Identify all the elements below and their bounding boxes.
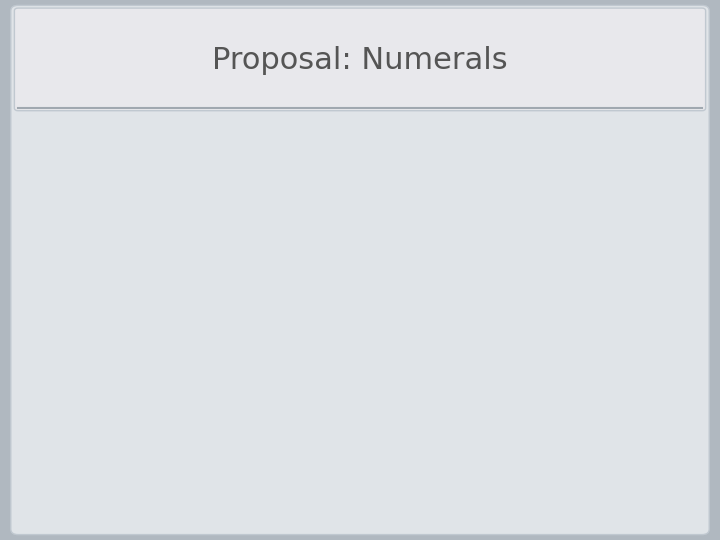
Text: $J$: $J$ [175, 263, 185, 285]
Text: …: … [521, 302, 540, 321]
Bar [115, 293, 245, 331]
Text: …: … [521, 341, 540, 360]
Text: Proposal: Numerals: Proposal: Numerals [212, 46, 508, 75]
Text: assignment-level cardinality conditions on the values of a dref,: assignment-level cardinality conditions … [78, 158, 668, 177]
Bar [115, 255, 245, 293]
Text: …: … [521, 265, 540, 284]
Bar [475, 255, 585, 293]
Text: which apply distributively for each assignment in an info state.: which apply distributively for each assi… [78, 179, 670, 199]
Text: Numerals and cardinality modifier (e.g.: Numerals and cardinality modifier (e.g. [78, 136, 452, 154]
Text: ) introduce: ) introduce [293, 136, 395, 154]
Bar [115, 331, 245, 369]
Text: several: several [265, 136, 333, 154]
Text: $x_2\ \not\!\!x_4\ \not\!\!x_5$: $x_2\ \not\!\!x_4\ \not\!\!x_5$ [330, 340, 390, 361]
Text: $u$: $u$ [354, 265, 366, 284]
Bar [245, 293, 475, 331]
Text: $j_2$: $j_2$ [171, 339, 189, 361]
Text: $j_1$: $j_1$ [171, 300, 189, 323]
Bar [245, 255, 475, 293]
Bar [245, 331, 475, 369]
Text: $x_1\ \not\!\!x_2\ \not\!\!x_3$: $x_1\ \not\!\!x_2\ \not\!\!x_3$ [330, 301, 390, 322]
Bar [475, 293, 585, 331]
Bar [475, 331, 585, 369]
